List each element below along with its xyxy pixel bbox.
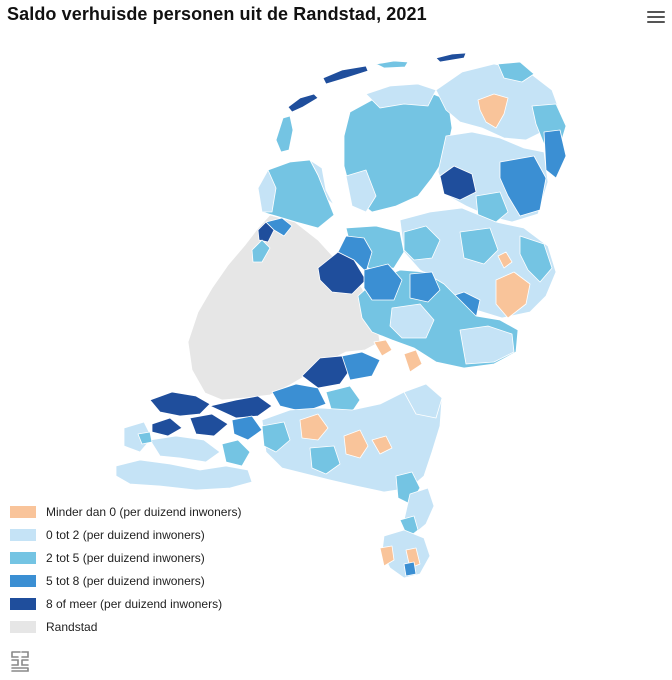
legend-item[interactable]: Randstad <box>10 615 241 638</box>
island-terschelling <box>322 65 369 85</box>
region-zwolle <box>403 225 441 261</box>
region-breda <box>261 421 291 453</box>
region-nh-west-coast <box>257 169 277 213</box>
region-apeldoorn <box>409 271 441 303</box>
region-friesland-north <box>365 83 437 109</box>
region-groningen-north <box>497 61 535 83</box>
legend-swatch <box>10 597 36 610</box>
legend-label: 8 of meer (per duizend inwoners) <box>46 596 223 611</box>
hamburger-menu-icon[interactable] <box>647 11 665 27</box>
region-tholen <box>231 415 263 441</box>
region-gelderland-negative-1 <box>373 339 393 357</box>
region-brabant-negative-1 <box>343 429 369 459</box>
legend-label: 2 tot 5 (per duizend inwoners) <box>46 550 205 565</box>
region-arnhem <box>389 303 435 339</box>
region-rivierenland-2 <box>341 351 381 381</box>
map-title: Saldo verhuisde personen uit de Randstad… <box>7 4 427 24</box>
region-emmen <box>499 155 547 217</box>
region-zuid-beveland <box>149 435 221 463</box>
region-nh-south <box>251 239 271 263</box>
region-limburg-dark <box>403 561 417 577</box>
region-noord-beveland <box>137 431 153 445</box>
region-rivierenland-4 <box>325 385 361 413</box>
region-brabant-negative-2 <box>371 435 393 455</box>
legend-label: 5 tot 8 (per duizend inwoners) <box>46 573 205 588</box>
region-friesland-southwest <box>345 169 377 213</box>
region-groningen-negative <box>477 93 509 129</box>
region-rivierenland-3 <box>271 383 327 413</box>
island-texel <box>275 115 294 153</box>
region-brabant-south <box>309 445 341 475</box>
legend-label: Minder dan 0 (per duizend inwoners) <box>46 504 242 519</box>
region-schouwen <box>151 417 183 437</box>
region-hoeksche-waard <box>189 413 229 437</box>
region-nh-west-dark <box>257 221 275 243</box>
legend-swatch <box>10 620 36 633</box>
cbs-logo-icon <box>11 651 29 672</box>
region-overijssel-negative-2 <box>497 251 513 269</box>
region-goeree <box>149 391 211 417</box>
legend-item[interactable]: 2 tot 5 (per duizend inwoners) <box>10 546 241 569</box>
region-zeeuws-vlaanderen <box>115 459 253 491</box>
region-gelderland-negative-2 <box>403 349 423 373</box>
legend-item[interactable]: 5 tot 8 (per duizend inwoners) <box>10 569 241 592</box>
region-tilburg-negative <box>299 413 329 441</box>
region-limburg-negative-1 <box>379 545 395 567</box>
region-drenthe-east <box>543 129 567 179</box>
region-zeewolde <box>337 235 373 273</box>
island-ameland <box>375 60 409 69</box>
legend-item[interactable]: 8 of meer (per duizend inwoners) <box>10 592 241 615</box>
legend-item[interactable]: 0 tot 2 (per duizend inwoners) <box>10 523 241 546</box>
region-drenthe-south <box>475 191 509 223</box>
region-assen <box>439 165 477 201</box>
region-veluwe-west <box>363 263 403 301</box>
region-zeeland-east <box>221 439 251 467</box>
legend-item[interactable]: Minder dan 0 (per duizend inwoners) <box>10 500 241 523</box>
region-zeeland-central <box>209 395 273 419</box>
region-nh-east <box>309 159 335 206</box>
region-nh-west-mid <box>265 217 293 237</box>
region-twente-west <box>459 227 499 265</box>
region-overijssel-negative <box>495 271 531 319</box>
legend-swatch <box>10 574 36 587</box>
map-legend: Minder dan 0 (per duizend inwoners) 0 to… <box>10 500 241 638</box>
region-walcheren <box>123 421 153 453</box>
region-twente-east <box>519 235 553 283</box>
island-vlieland <box>287 93 319 113</box>
region-brabant-east <box>403 383 443 419</box>
island-schiermonnikoog <box>435 52 467 63</box>
region-achterhoek <box>459 325 515 365</box>
legend-swatch <box>10 551 36 564</box>
legend-swatch <box>10 528 36 541</box>
legend-label: Randstad <box>46 619 98 634</box>
legend-label: 0 tot 2 (per duizend inwoners) <box>46 527 205 542</box>
legend-swatch <box>10 505 36 518</box>
